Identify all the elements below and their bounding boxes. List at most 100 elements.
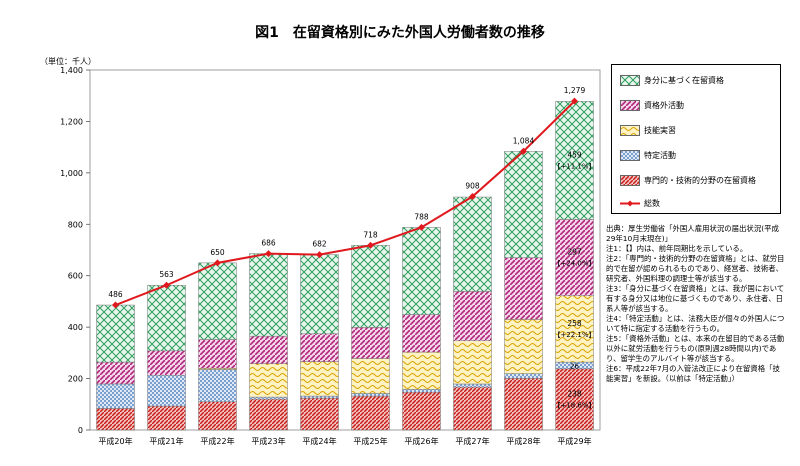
bar-segment — [249, 253, 288, 337]
segment-change-label: 【+22.1%】 — [553, 331, 595, 339]
bar-segment — [300, 254, 339, 335]
bar-segment — [402, 351, 441, 390]
legend-item-senmon: 専門的・技術的分野の在留資格 — [620, 175, 756, 186]
segment-value-label: 26 — [570, 362, 579, 370]
total-marker — [214, 259, 221, 267]
plot-frame — [89, 69, 601, 431]
bar-segment — [96, 361, 135, 385]
bar-segment — [504, 378, 543, 431]
note-3: 注3：「身分に基づく在留資格」とは、我が国において有する身分又は地位に基づくもの… — [606, 284, 785, 313]
legend-label: 専門的・技術的分野の在留資格 — [644, 176, 756, 185]
bar-segment — [198, 339, 237, 369]
total-line-path — [115, 100, 576, 306]
legend-label: 特定活動 — [644, 151, 676, 160]
x-tick-label: 平成20年 — [98, 436, 132, 446]
bar-segment — [504, 151, 543, 258]
total-label: 650 — [210, 248, 225, 257]
bar-segment — [249, 363, 288, 398]
bar-segment — [555, 101, 594, 220]
legend-item-shikakugai: 資格外活動 — [620, 100, 684, 111]
x-tick-label: 平成22年 — [200, 436, 234, 446]
notes: 出典：厚生労働省「外国人雇用状況の届出状況(平成29年10月末現在)」 注1：【… — [606, 224, 786, 384]
x-tick-label: 平成23年 — [251, 436, 285, 446]
segment-change-label: 【+18.6%】 — [553, 401, 595, 409]
note-6: 注6：平成22年7月の入管法改正により在留資格「技能実習」を新設。（以前は「特定… — [606, 364, 780, 383]
note-2: 注2：「専門的・技術的分野の在留資格」とは、就労目的で在留が認められるものであり… — [606, 254, 785, 283]
bar-segment — [147, 374, 186, 407]
bar-segment — [453, 383, 492, 388]
legend-item-ginou: 技能実習 — [620, 125, 676, 136]
chart-title: 図1 在留資格別にみた外国人労働者数の推移 — [255, 25, 545, 41]
x-tick-label: 平成21年 — [149, 436, 183, 446]
x-tick-label: 平成28年 — [506, 436, 540, 446]
bar-segment — [504, 319, 543, 374]
bar-segment — [555, 219, 594, 297]
bar-segment — [300, 333, 339, 362]
bar-segment — [351, 245, 390, 328]
legend-item-tokutei: 特定活動 — [620, 150, 676, 161]
bar-segment — [147, 405, 186, 431]
bar-segment — [351, 327, 390, 359]
bar-segment — [453, 340, 492, 385]
note-5: 注5：「資格外活動」とは、本来の在留目的である活動以外に就労活動を行うもの(原則… — [606, 334, 785, 363]
bar-segment — [504, 373, 543, 379]
x-tick-label: 平成27年 — [455, 436, 489, 446]
total-marker — [112, 301, 119, 309]
note-4: 注4：「特定活動」とは、法務大臣が個々の外国人について特に指定する活動を行うもの… — [606, 314, 785, 333]
legend-label: 資格外活動 — [644, 101, 684, 110]
segment-value-label: 459 — [567, 150, 582, 159]
bar-segment — [402, 314, 441, 353]
x-tick-label: 平成29年 — [557, 436, 591, 446]
bar-segment — [555, 368, 594, 431]
data-labels: 486 563 650 686 682 718 788 908 1,084 1,279 459 【+1… — [108, 86, 595, 409]
legend-swatch-senmon — [620, 175, 640, 186]
total-line — [112, 97, 578, 309]
bar-segment — [351, 393, 390, 397]
bars — [96, 101, 594, 431]
note-1: 注1：【】内は、前年同期比を示している。 — [606, 244, 748, 253]
total-label: 486 — [108, 290, 123, 299]
total-label: 718 — [363, 230, 378, 239]
total-marker — [571, 97, 578, 105]
legend-item-mibun: 身分に基づく在留資格 — [620, 75, 724, 86]
legend-swatch-ginou — [620, 125, 640, 136]
segment-value-label: 297 — [567, 248, 582, 257]
legend-label: 総数 — [644, 199, 660, 208]
bar-segment — [555, 295, 594, 363]
bar-segment — [198, 369, 237, 402]
total-marker — [367, 241, 374, 249]
total-label: 1,084 — [513, 136, 535, 145]
bar-segment — [96, 383, 135, 409]
legend-label: 身分に基づく在留資格 — [644, 76, 724, 85]
y-tick-label: 600 — [68, 272, 83, 281]
legend-swatch-tokutei — [620, 150, 640, 161]
y-tick-label: 400 — [68, 323, 83, 332]
bar-segment — [249, 396, 288, 400]
segment-change-label: 【+24.0%】 — [553, 260, 595, 268]
bar-segment — [249, 398, 288, 431]
legend-label: 技能実習 — [644, 126, 676, 135]
segment-value-label: 238 — [567, 389, 582, 398]
axes: 0 200 400 600 800 1,000 1,200 1,400 平成20年 平成21年 平成… — [60, 66, 601, 446]
bar-segment — [453, 386, 492, 431]
y-tick-label: 800 — [68, 220, 83, 229]
bar-segment — [300, 395, 339, 399]
bar-segment — [147, 350, 186, 376]
x-tick-label: 平成25年 — [353, 436, 387, 446]
x-tick-label: 平成26年 — [404, 436, 438, 446]
legend-swatch-shikakugai — [620, 100, 640, 111]
bar-segment — [402, 391, 441, 431]
segment-value-label: 258 — [567, 319, 582, 328]
total-label: 788 — [414, 212, 429, 221]
note-source: 出典：厚生労働省「外国人雇用状況の届出状況(平成29年10月末現在)」 — [606, 224, 779, 243]
x-tick-label: 平成24年 — [302, 436, 336, 446]
bar-segment — [351, 358, 390, 394]
total-label: 1,279 — [564, 86, 586, 95]
bar-segment — [453, 291, 492, 342]
total-marker — [520, 147, 527, 155]
segment-change-label: 【+11.1%】 — [553, 162, 595, 170]
legend-item-total: 総数 — [620, 198, 660, 209]
bar-segment — [504, 257, 543, 320]
total-marker — [418, 223, 425, 231]
